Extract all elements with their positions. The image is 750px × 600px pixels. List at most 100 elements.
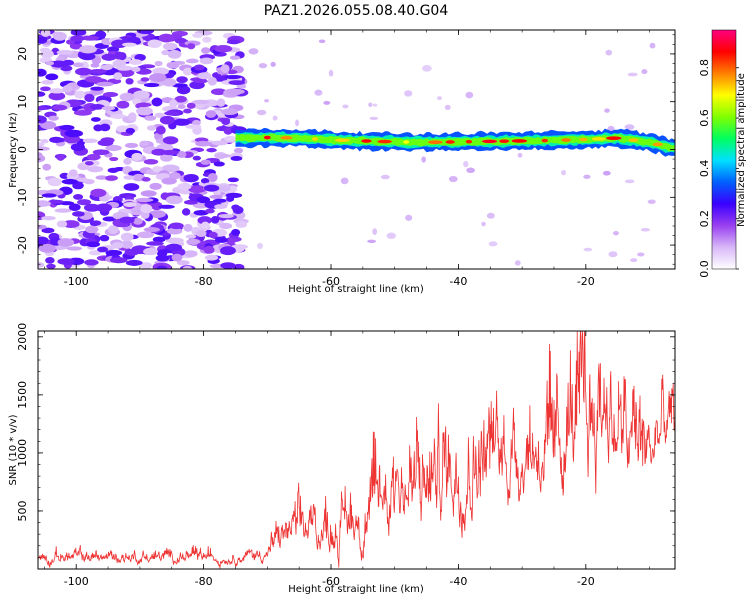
noise-blob	[207, 76, 217, 86]
noise-blob	[148, 210, 166, 219]
noise-blob	[210, 88, 227, 96]
noise-blob	[131, 152, 143, 161]
noise-blob	[226, 237, 237, 244]
noise-blob	[82, 138, 98, 144]
faint-blob	[328, 69, 334, 77]
colorbar-label: Normalized spectral amplitude	[736, 73, 747, 227]
noise-blob	[186, 102, 196, 109]
noise-blob	[38, 243, 56, 253]
signal-peak	[511, 139, 528, 143]
noise-blob	[95, 30, 107, 39]
noise-blob	[38, 200, 51, 207]
noise-blob	[136, 106, 153, 116]
colorbar: 0.0 0.2 0.4 0.6 0.8 Normalized spectral ampl…	[698, 29, 747, 278]
noise-blob	[193, 79, 208, 84]
noise-blob	[177, 183, 192, 191]
noise-blob	[95, 175, 108, 180]
noise-blob	[72, 62, 84, 68]
noise-blob	[54, 208, 72, 213]
noise-blob	[221, 108, 238, 116]
spectrogram-x-tick-label: -40	[449, 275, 467, 288]
noise-blob	[208, 231, 218, 239]
noise-blob	[120, 232, 134, 242]
noise-blob	[165, 195, 183, 205]
faint-blob	[488, 241, 498, 247]
noise-blob	[201, 47, 211, 54]
faint-blob	[624, 179, 635, 184]
snr-x-ticks: -100 -80 -60 -40 -20	[44, 331, 650, 588]
faint-blob	[583, 247, 593, 252]
faint-blob	[612, 230, 619, 236]
noise-blob	[83, 203, 101, 212]
signal-peak	[591, 137, 606, 141]
noise-blob	[53, 31, 67, 41]
noise-blob	[154, 60, 163, 67]
noise-blob	[146, 241, 164, 246]
noise-blob	[182, 265, 193, 269]
snr-x-tick-label: -100	[64, 575, 89, 588]
faint-blob	[421, 156, 427, 163]
noise-blob	[203, 245, 215, 254]
colorbar-tick-label: 0.4	[698, 160, 711, 178]
noise-blob	[211, 140, 228, 146]
noise-blob	[169, 222, 184, 230]
noise-blob	[197, 72, 212, 80]
noise-blob	[139, 204, 153, 213]
faint-blob	[448, 175, 458, 183]
noise-blob	[136, 231, 154, 239]
noise-blob	[230, 155, 243, 161]
noise-blob	[164, 111, 179, 116]
noise-blob	[226, 39, 241, 45]
noise-blob	[38, 236, 49, 245]
noise-blob	[105, 175, 118, 181]
noise-blob	[193, 209, 209, 216]
noise-blob	[192, 103, 206, 109]
colorbar-tick-label: 0.6	[698, 109, 711, 127]
noise-blob	[192, 119, 201, 126]
faint-blob	[647, 199, 656, 204]
noise-blob	[85, 225, 99, 234]
faint-blob	[295, 119, 300, 127]
noise-blob	[232, 263, 245, 269]
noise-blob	[139, 140, 150, 147]
noise-blob	[216, 98, 226, 107]
noise-blob	[221, 118, 231, 126]
signal-peak	[561, 138, 572, 142]
noise-blob	[47, 177, 63, 187]
noise-blob	[38, 262, 45, 268]
noise-blob	[48, 115, 59, 121]
snr-x-tick-label: -80	[195, 575, 213, 588]
spectrogram-y-tick-label: 20	[16, 47, 29, 61]
signal-peak	[628, 138, 639, 142]
noise-blob	[125, 259, 143, 266]
colorbar-ticks: 0.0 0.2 0.4 0.6 0.8	[698, 59, 739, 278]
noise-blob	[133, 217, 143, 225]
noise-blob	[90, 188, 107, 198]
noise-blob	[140, 77, 150, 82]
noise-blob	[150, 201, 163, 211]
noise-blob	[160, 149, 179, 156]
noise-blob	[51, 104, 68, 111]
noise-blob	[174, 95, 187, 103]
faint-blob	[486, 212, 495, 219]
noise-blob	[195, 230, 207, 238]
noise-blob	[99, 196, 110, 202]
noise-blob	[149, 182, 162, 190]
spectrogram-y-axis-label: Frequency (Hz)	[8, 112, 19, 188]
signal-peak	[403, 140, 410, 144]
noise-blob	[186, 238, 201, 246]
noise-blob	[176, 85, 191, 95]
noise-blob	[119, 216, 135, 224]
noise-blob	[106, 46, 120, 53]
signal-peak	[445, 140, 455, 144]
noise-blob	[218, 213, 234, 219]
snr-y-tick-label: 1000	[16, 439, 29, 467]
noise-blob	[84, 93, 95, 103]
faint-blob	[608, 251, 618, 258]
noise-blob	[99, 234, 110, 242]
noise-blob	[183, 223, 193, 232]
noise-blob	[152, 67, 169, 76]
noise-blob	[100, 64, 113, 71]
noise-blob	[113, 72, 123, 80]
noise-blob	[86, 241, 101, 248]
